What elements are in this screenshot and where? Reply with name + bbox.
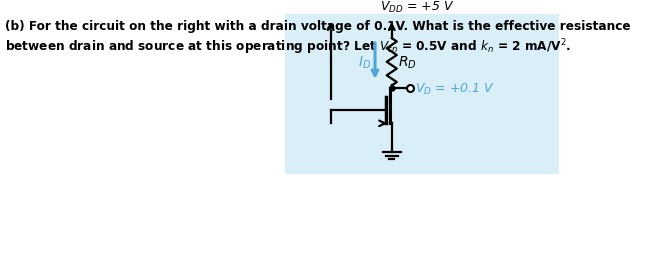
Text: between drain and source at this operating point? Let $V_{tn}$ = 0.5V and $k_n$ : between drain and source at this operati… xyxy=(5,37,571,57)
Text: (b) For the circuit on the right with a drain voltage of 0.1V. What is the effec: (b) For the circuit on the right with a … xyxy=(5,20,630,33)
Text: $R_D$: $R_D$ xyxy=(398,54,417,71)
FancyBboxPatch shape xyxy=(285,15,559,174)
Text: $I_D$: $I_D$ xyxy=(358,54,371,71)
Text: $V_{DD}$ = +5 V: $V_{DD}$ = +5 V xyxy=(380,0,454,15)
Text: $V_D$ = +0.1 V: $V_D$ = +0.1 V xyxy=(415,82,495,97)
